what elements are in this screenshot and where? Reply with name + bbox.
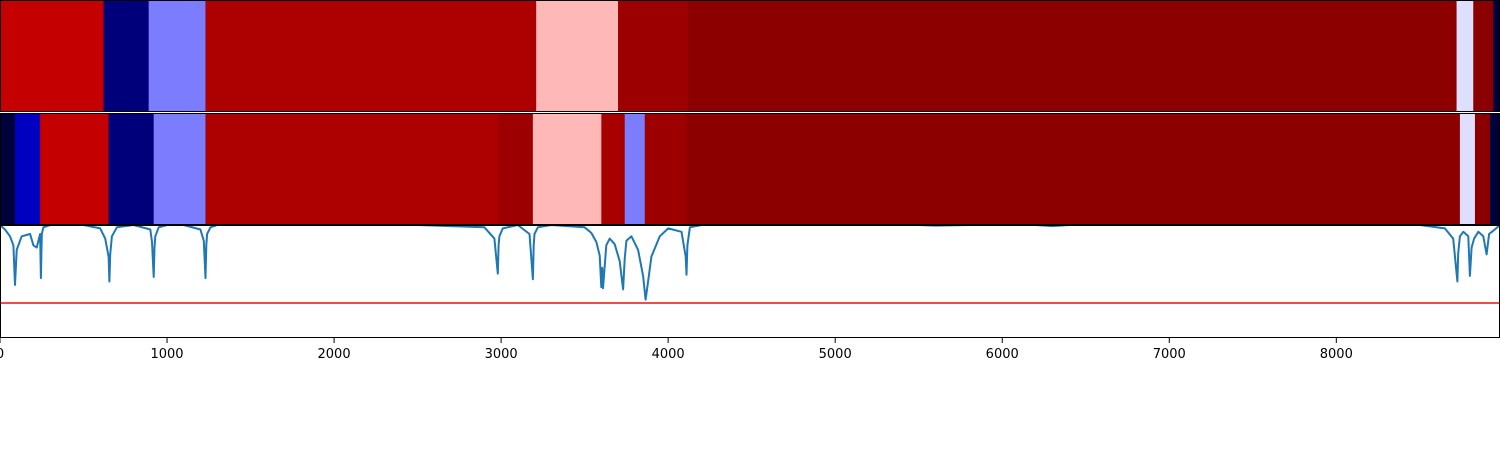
panel-frame <box>0 225 1500 338</box>
heatmap-segment <box>644 113 688 225</box>
heatmap-segment <box>108 113 155 225</box>
series-line <box>0 224 1500 301</box>
heatmap-segment <box>1456 0 1474 112</box>
heatmap-segment <box>532 113 602 225</box>
heatmap-segment <box>148 0 206 112</box>
heatmap-segment <box>205 113 499 225</box>
heatmap-segment <box>103 0 150 112</box>
x-tick-label: 2000 <box>318 347 351 362</box>
x-tick-label: 4000 <box>652 347 685 362</box>
heatmap-segment <box>0 0 105 112</box>
heatmap-segment <box>0 113 16 225</box>
heatmap-segment <box>1473 0 1494 112</box>
heatmap-segment <box>40 113 110 225</box>
line-panel <box>0 224 1500 304</box>
heatmap-segment <box>686 113 1461 225</box>
heatmap-segment <box>688 0 1458 112</box>
x-tick-label: 8000 <box>1320 347 1353 362</box>
x-tick-label: 3000 <box>485 347 518 362</box>
heatmap-segment <box>624 113 646 225</box>
top-heatmap-strip <box>0 0 1500 112</box>
middle-heatmap-strip <box>0 113 1500 225</box>
x-tick-label: 5000 <box>819 347 852 362</box>
heatmap-segment <box>1459 113 1476 225</box>
heatmap-segment <box>15 113 41 225</box>
x-tick-label: 0 <box>0 347 4 362</box>
heatmap-segment <box>1474 113 1491 225</box>
heatmap-segment <box>601 113 626 225</box>
x-tick-label: 6000 <box>986 347 1019 362</box>
x-axis: 0 1000 2000 3000 4000 5000 6000 7000 8000 <box>0 338 1353 362</box>
heatmap-segment <box>1489 113 1500 225</box>
heatmap-segment <box>153 113 206 225</box>
heatmap-segment <box>205 0 537 112</box>
x-tick-label: 7000 <box>1153 347 1186 362</box>
x-tick-label: 1000 <box>150 347 183 362</box>
heatmap-segment <box>618 0 689 112</box>
heatmap-segment <box>497 113 534 225</box>
heatmap-segment <box>1493 0 1500 112</box>
heatmap-segment <box>536 0 619 112</box>
